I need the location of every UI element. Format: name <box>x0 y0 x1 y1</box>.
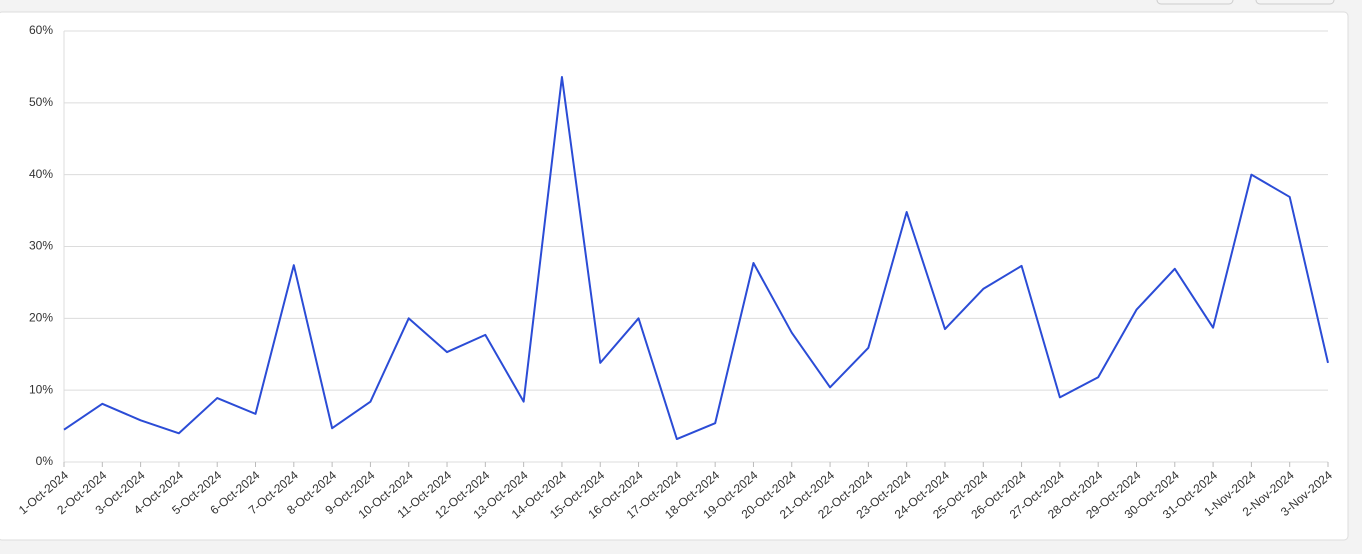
card <box>0 11 1349 541</box>
line <box>63 75 1329 441</box>
y-tick-label: 0% <box>36 454 54 468</box>
y-tick-label: 10% <box>29 382 53 396</box>
button[interactable] <box>1255 0 1335 5</box>
y-tick-label: 60% <box>29 23 53 37</box>
button[interactable] <box>1156 0 1234 5</box>
y-tick-label: 40% <box>29 167 53 181</box>
y-tick-label: 30% <box>29 239 53 253</box>
y-tick-label: 50% <box>29 95 53 109</box>
y-tick-label: 20% <box>29 311 53 325</box>
